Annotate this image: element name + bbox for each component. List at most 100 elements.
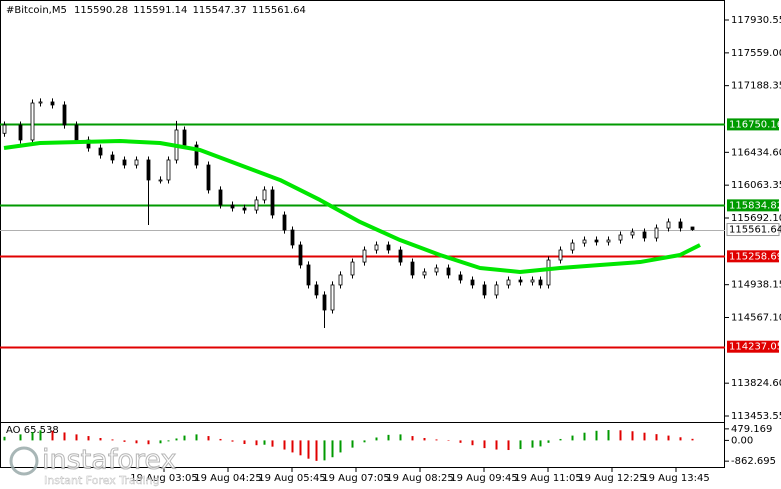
y-tick-label: 117559.00 <box>731 48 781 59</box>
candle-body <box>654 227 659 239</box>
candle-body <box>290 229 295 246</box>
candle-body <box>322 294 327 311</box>
candle-body <box>262 189 267 201</box>
candle-body <box>594 239 599 243</box>
y-tick-label: 113824.60 <box>731 378 781 389</box>
candle-body <box>606 239 611 243</box>
candle-body <box>338 274 343 286</box>
candle-body <box>494 284 499 296</box>
candle-body <box>242 207 247 211</box>
level-label-box <box>727 118 779 131</box>
candle-body <box>482 284 487 296</box>
ao-tick-label: 0.00 <box>731 435 753 446</box>
candle-body <box>410 261 415 276</box>
candle-body <box>230 204 235 209</box>
candle-body <box>666 221 671 229</box>
candle-body <box>194 144 199 166</box>
candle-body <box>538 279 543 286</box>
y-tick-label: 114938.15 <box>731 280 781 291</box>
candle-body <box>74 124 79 141</box>
level-label: 114237.05 <box>729 342 781 353</box>
candle-body <box>330 284 335 311</box>
candle-body <box>386 244 391 251</box>
level-label-box <box>727 250 779 263</box>
y-tick-label: 116434.60 <box>731 147 781 158</box>
low-value: 115547.37 <box>193 5 247 16</box>
candle-body <box>298 244 303 266</box>
watermark: instaforex Instant Forex Trading <box>9 444 177 487</box>
candle-body <box>506 279 511 286</box>
candle-body <box>458 274 463 281</box>
x-tick-label: 19 Aug 08:25 <box>386 473 453 484</box>
candle-body <box>158 179 163 182</box>
candle-body <box>166 159 171 181</box>
y-tick-label: 116063.35 <box>731 180 781 191</box>
level-label: 115258.69 <box>729 251 781 262</box>
ao-tick-label: -862.695 <box>731 456 776 467</box>
candle-body <box>678 221 683 229</box>
close-value: 115561.64 <box>252 5 306 16</box>
brand: instaforex <box>42 445 176 476</box>
x-tick-label: 19 Aug 04:25 <box>194 473 261 484</box>
candle-body <box>282 214 287 231</box>
level-label: 116750.16 <box>729 119 781 130</box>
candle-body <box>582 239 587 244</box>
x-tick-label: 19 Aug 03:05 <box>130 473 197 484</box>
symbol: #Bitcoin,M5 <box>6 5 67 16</box>
candle-body <box>530 279 535 283</box>
open-value: 115590.28 <box>74 5 128 16</box>
candle-body <box>98 147 103 156</box>
candle-body <box>122 159 127 166</box>
candle-body <box>134 159 139 166</box>
x-tick-label: 19 Aug 13:45 <box>642 473 709 484</box>
x-tick-label: 19 Aug 09:45 <box>450 473 517 484</box>
plot-frame <box>0 0 725 468</box>
candle-body <box>618 234 623 241</box>
candle-body <box>50 101 55 106</box>
candle-body <box>546 259 551 286</box>
level-label-box <box>727 199 779 212</box>
candle-body <box>642 231 647 239</box>
candle-body <box>2 124 7 134</box>
y-tick-label: 113453.55 <box>731 411 781 422</box>
y-tick-label: 117930.55 <box>731 15 781 26</box>
candle-body <box>398 249 403 263</box>
candle-body <box>218 189 223 206</box>
y-tick-label: 114567.10 <box>731 313 781 324</box>
candle-body <box>206 164 211 191</box>
candle-body <box>38 101 43 104</box>
candle-body <box>570 242 575 251</box>
x-tick-label: 19 Aug 07:05 <box>322 473 389 484</box>
candle-body <box>146 159 151 181</box>
high-value: 115591.14 <box>133 5 187 16</box>
x-tick-label: 19 Aug 11:05 <box>514 473 581 484</box>
candle-body <box>30 102 35 141</box>
tagline: Instant Forex Trading <box>44 474 160 487</box>
candle-body <box>350 261 355 276</box>
candle-body <box>446 267 451 276</box>
candle-body <box>110 154 115 161</box>
candle-body <box>18 124 23 141</box>
moving-average <box>3 138 701 274</box>
candle-body <box>630 231 635 236</box>
level-label: 115834.82 <box>729 200 781 211</box>
candle-body <box>362 249 367 263</box>
ao-tick-label: 479.169 <box>731 424 772 435</box>
candle-body <box>254 199 259 211</box>
y-tick-label: 115692.10 <box>731 213 781 224</box>
candle-body <box>270 189 275 216</box>
candle-body <box>434 267 439 273</box>
chart-header: #Bitcoin,M5 115590.28 115591.14 115547.3… <box>6 5 306 16</box>
candle-body <box>182 129 187 146</box>
candle-body <box>558 249 563 261</box>
x-tick-label: 19 Aug 12:25 <box>578 473 645 484</box>
candle-body <box>470 279 475 286</box>
candle-body <box>518 279 523 283</box>
candle-body <box>314 284 319 296</box>
x-tick-label: 19 Aug 05:45 <box>258 473 325 484</box>
candle-body <box>374 244 379 251</box>
logo <box>9 446 39 476</box>
candle-body <box>306 264 311 286</box>
